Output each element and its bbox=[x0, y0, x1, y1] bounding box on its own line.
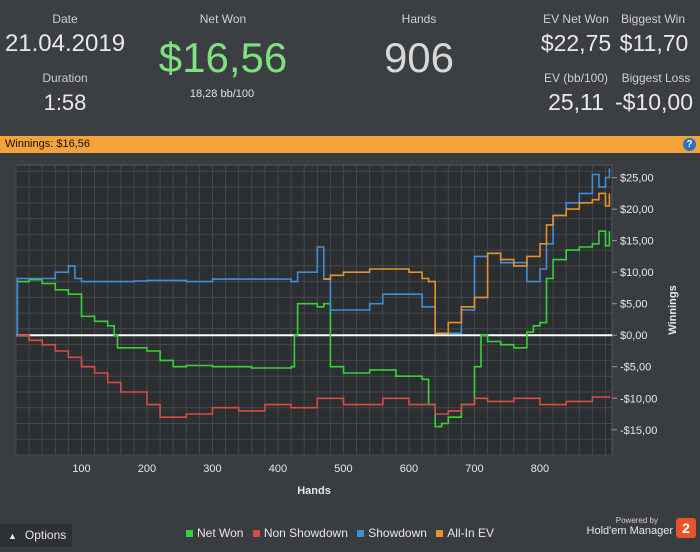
legend-swatch bbox=[252, 530, 260, 537]
help-icon[interactable]: ? bbox=[683, 138, 696, 151]
x-tick-label: 400 bbox=[269, 463, 287, 475]
y-tick-label: $10,00 bbox=[620, 267, 654, 279]
hem2-logo-icon: 2 bbox=[676, 518, 696, 538]
y-tick-label: $0,00 bbox=[620, 330, 648, 342]
y-tick-label: -$5,00 bbox=[620, 362, 651, 374]
stats-header: Date 21.04.2019 Duration 1:58 Net Won $1… bbox=[0, 0, 700, 136]
x-tick-label: 500 bbox=[334, 463, 352, 475]
chevron-up-icon: ▲ bbox=[8, 531, 17, 541]
date-value: 21.04.2019 bbox=[4, 30, 126, 57]
ev-net-value: $22,75 bbox=[540, 30, 612, 56]
y-axis-title: Winnings bbox=[667, 285, 679, 334]
date-label: Date bbox=[52, 12, 78, 26]
biggest-loss-label: Biggest Loss bbox=[621, 71, 691, 85]
netwon-value: $16,56 bbox=[158, 34, 288, 81]
plot-area bbox=[15, 164, 613, 456]
legend-label: All-In EV bbox=[447, 526, 494, 540]
legend-swatch bbox=[357, 530, 365, 537]
ev-bb-value: 25,11 bbox=[548, 89, 604, 115]
biggest-win-value: $11,70 bbox=[619, 30, 689, 56]
x-tick-label: 800 bbox=[531, 463, 549, 475]
x-tick-label: 700 bbox=[465, 463, 483, 475]
ev-bb-label: EV (bb/100) bbox=[543, 71, 609, 85]
y-tick-label: $15,00 bbox=[620, 236, 654, 248]
hem2-brand: Powered by Hold'em Manager 2 bbox=[560, 514, 700, 547]
legend-label: Non Showdown bbox=[263, 526, 348, 540]
winnings-label: Winnings: $16,56 bbox=[5, 138, 90, 150]
biggest-win-label: Biggest Win bbox=[620, 12, 686, 26]
y-tick-label: $5,00 bbox=[620, 299, 648, 311]
legend-item-net-won[interactable]: Net Won bbox=[180, 526, 243, 540]
x-tick-label: 300 bbox=[203, 463, 221, 475]
x-ticks: 100 200 300 400 500 600 700 800 bbox=[72, 463, 549, 475]
x-axis-title: Hands bbox=[297, 485, 331, 497]
options-button[interactable]: ▲ Options bbox=[0, 524, 72, 547]
x-tick-label: 100 bbox=[72, 463, 90, 475]
hands-label: Hands bbox=[401, 12, 437, 26]
x-tick-label: 600 bbox=[400, 463, 418, 475]
options-label: Options bbox=[24, 528, 67, 542]
powered-by-label: Powered by bbox=[615, 516, 658, 525]
y-tick-label: $25,00 bbox=[620, 173, 654, 185]
legend-swatch bbox=[186, 530, 193, 537]
brand-name: Hold'em Manager bbox=[586, 525, 673, 537]
legend-item-non-showdown[interactable]: Non Showdown bbox=[247, 526, 348, 540]
duration-value: 1:58 bbox=[43, 90, 87, 115]
winnings-chart: 100 200 300 400 500 600 700 800 $25,00 $20,00 $15… bbox=[0, 153, 700, 547]
legend-label: Showdown bbox=[368, 526, 427, 540]
chart-legend: Net Won Non Showdown Showdown All-In EV bbox=[180, 526, 494, 540]
y-tick-label: -$15,00 bbox=[620, 425, 657, 437]
legend-item-allin-ev[interactable]: All-In EV bbox=[430, 526, 494, 540]
series-line-net-won bbox=[16, 230, 611, 428]
hands-value: 906 bbox=[383, 34, 455, 81]
x-tick-label: 200 bbox=[138, 463, 156, 475]
ev-net-label: EV Net Won bbox=[543, 12, 609, 26]
legend-item-showdown[interactable]: Showdown bbox=[351, 526, 427, 540]
series-line-non-showdown bbox=[16, 334, 611, 418]
y-ticks: $25,00 $20,00 $15,00 $10,00 $5,00 $0,00 -$5,00… bbox=[612, 173, 657, 437]
netwon-label: Net Won bbox=[199, 12, 247, 26]
y-tick-label: $20,00 bbox=[620, 204, 654, 216]
legend-label: Net Won bbox=[197, 526, 244, 540]
series-lines bbox=[16, 168, 611, 428]
bb-per-100: 18,28 bb/100 bbox=[189, 88, 255, 100]
winnings-banner: Winnings: $16,56 bbox=[0, 136, 700, 153]
series-line-all-in-ev bbox=[323, 192, 611, 335]
duration-label: Duration bbox=[42, 71, 88, 85]
biggest-loss-value: -$10,00 bbox=[614, 89, 693, 115]
y-tick-label: -$10,00 bbox=[620, 393, 657, 405]
legend-swatch bbox=[436, 530, 444, 537]
chart-svg: 100 200 300 400 500 600 700 800 $25,00 $20,00 $15… bbox=[15, 164, 679, 497]
